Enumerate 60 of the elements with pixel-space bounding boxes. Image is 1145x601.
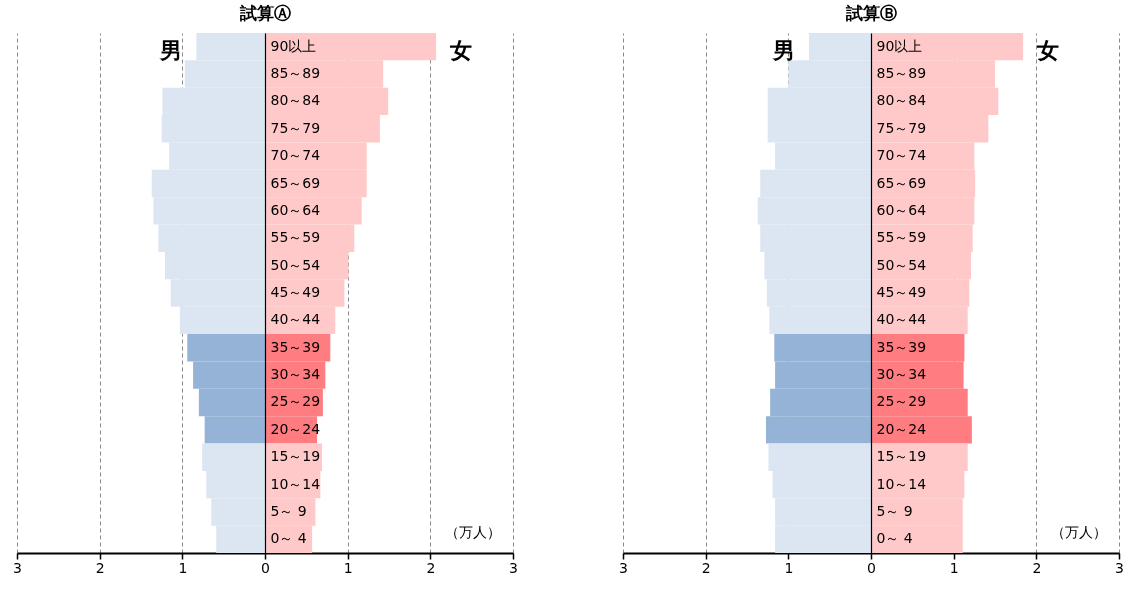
x-tick-label: 3 (13, 559, 22, 576)
y-tick-label: 5～ 9 (270, 502, 307, 519)
y-tick-label: 50～54 (270, 256, 321, 273)
chart-title: 試算Ⓐ (238, 3, 291, 23)
y-tick-label: 5～ 9 (876, 502, 913, 519)
y-tick-label: 25～29 (270, 393, 321, 410)
chart-title: 試算Ⓑ (844, 3, 897, 23)
y-tick-label: 50～54 (876, 256, 927, 273)
y-tick-label: 45～49 (270, 284, 321, 300)
y-tick-label: 80～84 (876, 92, 927, 109)
x-tick-label: 2 (426, 559, 436, 576)
y-tick-label: 60～64 (270, 201, 321, 218)
y-tick-label: 35～39 (270, 338, 321, 355)
x-tick-label: 3 (619, 559, 628, 576)
x-tick-label: 1 (784, 559, 794, 576)
y-tick-label: 10～14 (270, 475, 321, 492)
y-tick-label: 90以上 (270, 37, 317, 54)
y-tick-label: 70～74 (270, 147, 321, 164)
y-tick-label: 30～34 (876, 366, 927, 383)
series-label: 男 (159, 38, 183, 63)
x-tick-label: 1 (178, 559, 188, 576)
series-label: 女 (449, 38, 473, 63)
y-tick-label: 15～19 (876, 448, 927, 465)
y-tick-label: 60～64 (876, 201, 927, 218)
y-tick-label: 15～19 (270, 448, 321, 465)
annotation: （万人） (445, 524, 501, 540)
y-tick-label: 30～34 (270, 366, 321, 383)
series-label: 男 (772, 38, 795, 63)
x-tick-label: 2 (95, 559, 105, 576)
y-tick-label: 85～89 (270, 65, 321, 82)
y-tick-label: 90以上 (876, 37, 923, 54)
y-tick-label: 55～59 (270, 229, 321, 246)
y-tick-label: 85～89 (876, 65, 927, 82)
y-tick-label: 45～49 (876, 284, 927, 300)
y-tick-label: 20～24 (270, 420, 321, 437)
series-label: 女 (1036, 38, 1060, 63)
y-tick-label: 75～79 (270, 119, 321, 136)
y-tick-label: 70～74 (876, 147, 927, 164)
y-tick-label: 65～69 (876, 174, 927, 191)
y-tick-label: 35～39 (876, 338, 927, 355)
y-tick-label: 0～ 4 (876, 530, 913, 547)
y-tick-label: 80～84 (270, 92, 321, 109)
y-tick-label: 40～44 (270, 311, 321, 328)
y-tick-label: 20～24 (876, 420, 927, 437)
y-tick-label: 10～14 (876, 475, 927, 492)
x-tick-label: 0 (261, 559, 270, 576)
x-tick-label: 2 (1032, 559, 1042, 576)
x-tick-label: 1 (343, 559, 353, 576)
y-tick-label: 0～ 4 (270, 530, 307, 547)
x-tick-label: 1 (949, 559, 959, 576)
x-tick-label: 2 (701, 559, 711, 576)
annotation: （万人） (1051, 524, 1107, 540)
x-tick-label: 3 (1115, 559, 1124, 576)
x-tick-label: 3 (509, 559, 518, 576)
x-tick-label: 0 (867, 559, 876, 576)
y-tick-label: 25～29 (876, 393, 927, 410)
y-tick-label: 55～59 (876, 229, 927, 246)
y-tick-label: 40～44 (876, 311, 927, 328)
y-tick-label: 65～69 (270, 174, 321, 191)
y-tick-label: 75～79 (876, 119, 927, 136)
